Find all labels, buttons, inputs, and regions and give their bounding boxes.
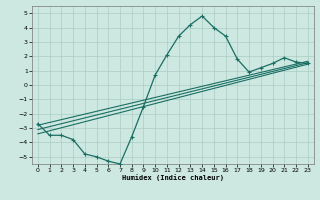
X-axis label: Humidex (Indice chaleur): Humidex (Indice chaleur) — [122, 175, 224, 181]
